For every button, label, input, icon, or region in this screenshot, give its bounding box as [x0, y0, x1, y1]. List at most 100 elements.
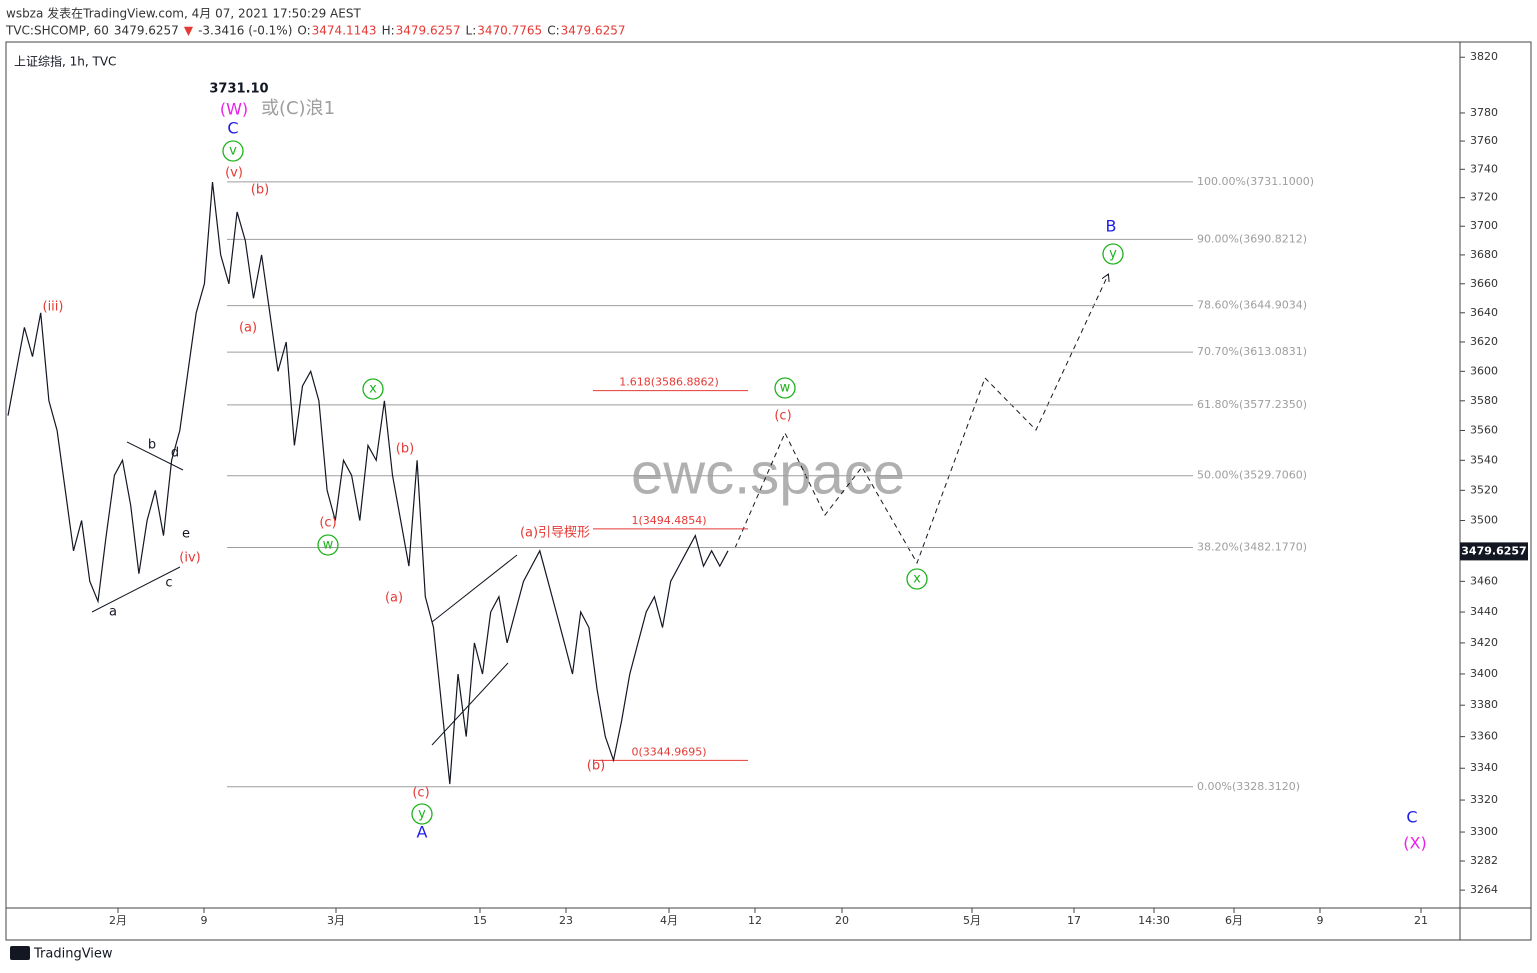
- last-price-tag: [1460, 542, 1528, 561]
- wave-label: w: [780, 381, 791, 396]
- y-tick-label: 3360: [1470, 730, 1498, 743]
- quote-part: 3479.6257: [396, 24, 461, 38]
- fib-label: 70.70%(3613.0831): [1197, 345, 1307, 358]
- wave-label: A: [417, 823, 428, 842]
- x-tick-label: 20: [835, 914, 849, 927]
- wave-label: x: [913, 572, 921, 587]
- y-tick-label: 3460: [1470, 574, 1498, 587]
- y-tick-label: 3620: [1470, 335, 1498, 348]
- quote-part: TVC:SHCOMP, 60: [5, 24, 109, 38]
- wave-label: (v): [225, 166, 243, 181]
- wave-circle: [222, 140, 244, 162]
- y-tick-label: 3660: [1470, 277, 1498, 290]
- price-line: [7, 182, 729, 785]
- wave-circle: [1102, 243, 1124, 265]
- wedge-line: [431, 662, 509, 746]
- footer: TradingView: [33, 947, 113, 962]
- fib-label: 78.60%(3644.9034): [1197, 299, 1307, 312]
- y-tick-label: 3320: [1470, 793, 1498, 806]
- y-tick-label: 3300: [1470, 825, 1498, 838]
- quote-part: ▼: [184, 24, 194, 38]
- fib-label: 38.20%(3482.1770): [1197, 541, 1307, 554]
- wave-label: y: [1109, 247, 1117, 262]
- x-tick-label: 12: [748, 914, 762, 927]
- x-tick-label: 15: [473, 914, 487, 927]
- wave-label: e: [182, 527, 190, 542]
- quote-part: 3479.6257: [561, 24, 626, 38]
- wave-label: y: [418, 807, 426, 822]
- quote-part: C:: [547, 24, 559, 38]
- wave-label: (a): [239, 321, 257, 336]
- extension-label: 1(3494.4854): [631, 514, 706, 527]
- x-tick-label: 6月: [1225, 914, 1243, 927]
- y-tick-label: 3560: [1470, 423, 1498, 436]
- wave-circle: [906, 568, 928, 590]
- y-tick-label: 3760: [1470, 134, 1498, 147]
- y-tick-label: 3740: [1470, 162, 1498, 175]
- last-price-label: 3479.6257: [1461, 544, 1526, 557]
- wave-label: C: [1406, 808, 1417, 827]
- y-tick-label: 3420: [1470, 636, 1498, 649]
- y-tick-label: 3520: [1470, 483, 1498, 496]
- wave-label: 3731.10: [209, 82, 268, 97]
- wave-label: v: [229, 144, 237, 159]
- y-tick-label: 3500: [1470, 513, 1498, 526]
- y-tick-label: 3680: [1470, 248, 1498, 261]
- fib-label: 100.00%(3731.1000): [1197, 175, 1314, 188]
- wave-label: (X): [1403, 834, 1426, 853]
- x-tick-label: 23: [559, 914, 573, 927]
- wave-label: d: [171, 446, 179, 461]
- x-tick-label: 17: [1067, 914, 1081, 927]
- wave-label: (b): [251, 183, 269, 198]
- quote-part: 3470.7765: [477, 24, 542, 38]
- x-tick-label: 4月: [660, 914, 678, 927]
- wave-label: (iv): [179, 551, 200, 566]
- y-tick-label: 3640: [1470, 306, 1498, 319]
- x-tick-label: 21: [1414, 914, 1428, 927]
- y-tick-label: 3264: [1470, 883, 1498, 896]
- fib-label: 90.00%(3690.8212): [1197, 232, 1307, 245]
- extension-label: 0(3344.9695): [631, 745, 706, 758]
- wave-label: w: [323, 538, 334, 553]
- y-tick-label: 3600: [1470, 364, 1498, 377]
- triangle-line: [126, 441, 184, 471]
- y-tick-label: 3440: [1470, 605, 1498, 618]
- wave-label: (iii): [43, 300, 64, 315]
- wave-circle: [774, 377, 796, 399]
- y-tick-label: 3580: [1470, 394, 1498, 407]
- extension-label: 1.618(3586.8862): [619, 376, 719, 389]
- y-tick-label: 3380: [1470, 698, 1498, 711]
- wave-circle: [411, 803, 433, 825]
- wave-circle: [362, 378, 384, 400]
- y-tick-label: 3780: [1470, 106, 1498, 119]
- y-tick-label: 3340: [1470, 761, 1498, 774]
- x-tick-label: 14:30: [1138, 914, 1170, 927]
- symbol-title: 上证综指, 1h, TVC: [14, 54, 116, 69]
- wave-label: (a): [385, 591, 403, 606]
- x-tick-label: 5月: [963, 914, 981, 927]
- wave-label: x: [369, 382, 377, 397]
- y-tick-label: 3540: [1470, 453, 1498, 466]
- quote-part: -3.3416 (-0.1%): [198, 24, 292, 38]
- fib-label: 61.80%(3577.2350): [1197, 398, 1307, 411]
- wave-label: (c): [774, 409, 791, 424]
- quote-part: L:: [466, 24, 477, 38]
- wave-label: (c): [412, 786, 429, 801]
- fib-label: 0.00%(3328.3120): [1197, 780, 1300, 793]
- wave-label: a: [109, 605, 117, 620]
- wave-label: (a)引导楔形: [520, 526, 590, 541]
- x-tick-label: 9: [1317, 914, 1324, 927]
- y-tick-label: 3700: [1470, 219, 1498, 232]
- drawings: [91, 275, 1108, 746]
- quote-part: 3474.1143: [312, 24, 377, 38]
- y-tick-label: 3282: [1470, 854, 1498, 867]
- quote-line: TVC:SHCOMP, 60 3479.6257 ▼ -3.3416 (-0.1%) O…: [5, 24, 626, 38]
- watermark: ewc.space: [631, 441, 905, 506]
- wave-label: C: [227, 119, 238, 138]
- y-tick-label: 3820: [1470, 50, 1498, 63]
- fib-label: 50.00%(3529.7060): [1197, 469, 1307, 482]
- outer-frame: [5, 41, 1532, 941]
- wave-label: (b): [587, 759, 605, 774]
- logo: TradingView: [10, 946, 113, 962]
